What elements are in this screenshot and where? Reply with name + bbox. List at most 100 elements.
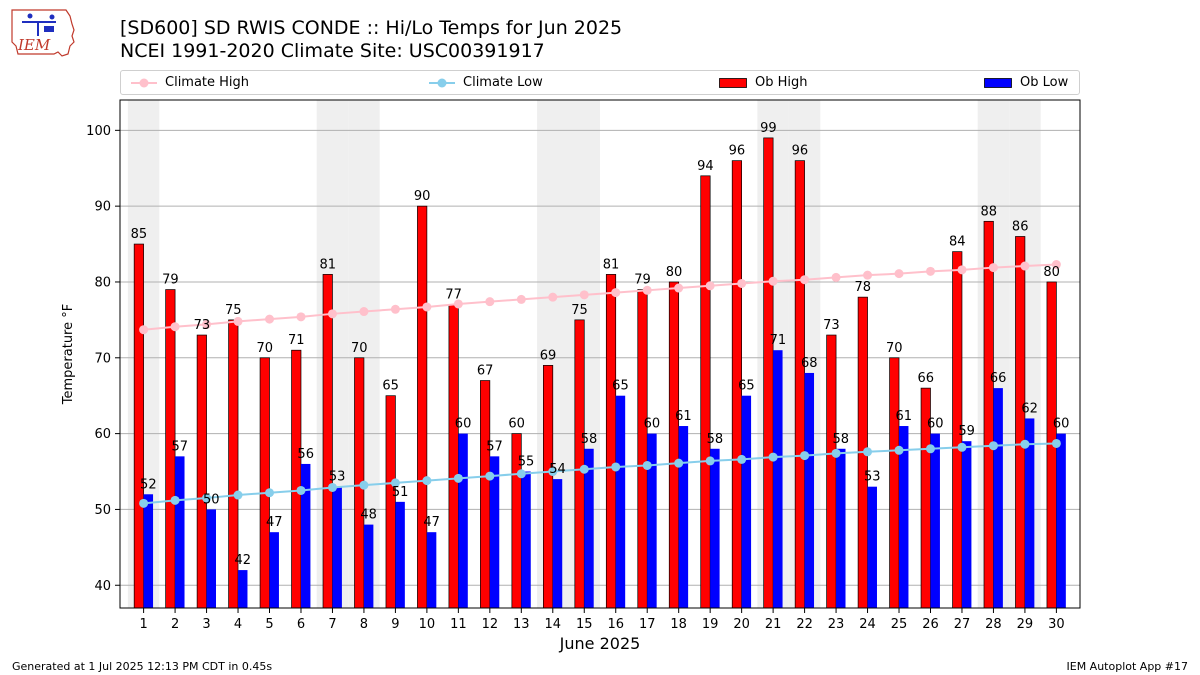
point-climate-high bbox=[831, 272, 841, 282]
line-climate-high bbox=[143, 263, 1057, 331]
logo-text: IEM bbox=[17, 36, 51, 54]
label-ob-low: 53 bbox=[864, 470, 881, 485]
label-ob-low: 50 bbox=[203, 492, 220, 507]
point-climate-low bbox=[202, 493, 212, 503]
plot-frame bbox=[119, 99, 1081, 609]
point-climate-low bbox=[768, 452, 778, 462]
x-tick-label: 11 bbox=[450, 617, 467, 632]
point-climate-low bbox=[390, 478, 400, 488]
point-climate-high bbox=[390, 304, 400, 314]
label-ob-high: 71 bbox=[288, 333, 305, 348]
label-ob-high: 96 bbox=[729, 144, 746, 159]
legend-label-climate-low: Climate Low bbox=[463, 75, 543, 90]
point-climate-high bbox=[957, 265, 967, 275]
point-climate-high bbox=[674, 283, 684, 293]
label-ob-high: 85 bbox=[131, 227, 148, 242]
bar-ob-high bbox=[417, 205, 428, 609]
label-ob-high: 66 bbox=[917, 371, 934, 386]
bar-ob-low bbox=[175, 456, 185, 608]
label-ob-high: 78 bbox=[855, 280, 872, 295]
y-tick-label: 50 bbox=[94, 503, 111, 518]
footer-app-text: IEM Autoplot App #17 bbox=[1066, 660, 1189, 673]
label-ob-high: 69 bbox=[540, 348, 557, 363]
bar-ob-low bbox=[710, 448, 720, 608]
line-climate-low bbox=[143, 442, 1057, 505]
label-ob-low: 65 bbox=[612, 379, 629, 394]
label-ob-high: 80 bbox=[1043, 265, 1060, 280]
label-ob-low: 55 bbox=[518, 455, 535, 470]
label-ob-high: 81 bbox=[603, 257, 620, 272]
bar-ob-high bbox=[448, 304, 459, 609]
label-ob-low: 42 bbox=[234, 553, 251, 568]
bar-ob-high bbox=[983, 220, 994, 609]
label-ob-low: 61 bbox=[895, 409, 912, 424]
bar-ob-high bbox=[1015, 236, 1026, 609]
x-tick-label: 16 bbox=[607, 617, 624, 632]
point-climate-low bbox=[233, 490, 243, 500]
bar-ob-low bbox=[269, 532, 279, 608]
label-ob-high: 70 bbox=[886, 341, 903, 356]
label-ob-high: 88 bbox=[980, 204, 997, 219]
label-ob-high: 81 bbox=[319, 257, 336, 272]
bar-ob-high bbox=[133, 243, 144, 609]
label-ob-low: 47 bbox=[266, 515, 283, 530]
bar-ob-high bbox=[637, 289, 648, 609]
x-tick-label: 27 bbox=[954, 617, 971, 632]
point-climate-low bbox=[1020, 439, 1030, 449]
bar-ob-low bbox=[741, 395, 752, 608]
label-ob-low: 58 bbox=[581, 432, 598, 447]
point-climate-high bbox=[516, 294, 526, 304]
bar-ob-high bbox=[291, 349, 302, 609]
x-axis-label: June 2025 bbox=[559, 634, 641, 653]
label-ob-low: 57 bbox=[486, 439, 503, 454]
label-ob-low: 60 bbox=[1053, 417, 1070, 432]
x-tick-label: 21 bbox=[765, 617, 782, 632]
y-tick-label: 60 bbox=[94, 427, 111, 442]
bar-ob-low bbox=[1024, 418, 1035, 608]
point-climate-high bbox=[894, 269, 904, 279]
label-ob-high: 80 bbox=[666, 265, 683, 280]
point-climate-high bbox=[1051, 260, 1061, 270]
label-ob-high: 84 bbox=[949, 235, 966, 250]
label-ob-high: 90 bbox=[414, 189, 431, 204]
label-ob-low: 48 bbox=[360, 508, 377, 523]
point-climate-high bbox=[233, 316, 243, 326]
label-ob-low: 68 bbox=[801, 356, 818, 371]
x-tick-label: 10 bbox=[419, 617, 436, 632]
label-ob-low: 51 bbox=[392, 485, 409, 500]
x-tick-label: 17 bbox=[639, 617, 656, 632]
label-ob-high: 73 bbox=[823, 318, 840, 333]
label-ob-low: 62 bbox=[1021, 401, 1038, 416]
x-tick-label: 7 bbox=[328, 617, 336, 632]
label-ob-low: 71 bbox=[770, 333, 787, 348]
label-ob-high: 99 bbox=[760, 121, 777, 136]
point-climate-low bbox=[296, 485, 306, 495]
point-climate-low bbox=[265, 488, 275, 498]
x-tick-label: 19 bbox=[702, 617, 719, 632]
point-climate-high bbox=[863, 270, 873, 280]
bar-ob-low bbox=[206, 509, 216, 608]
x-tick-label: 6 bbox=[297, 617, 305, 632]
footer-generated-text: Generated at 1 Jul 2025 12:13 PM CDT in … bbox=[12, 660, 273, 673]
bar-ob-low bbox=[804, 372, 815, 608]
label-ob-low: 60 bbox=[644, 417, 661, 432]
bar-ob-low bbox=[238, 570, 248, 608]
y-axis-label: Temperature °F bbox=[61, 304, 76, 405]
label-ob-high: 67 bbox=[477, 364, 494, 379]
point-climate-high bbox=[611, 288, 621, 298]
point-climate-low bbox=[642, 460, 652, 470]
x-tick-label: 5 bbox=[265, 617, 273, 632]
point-climate-low bbox=[485, 471, 495, 481]
bar-ob-low bbox=[899, 426, 909, 608]
x-tick-label: 24 bbox=[859, 617, 876, 632]
label-ob-high: 60 bbox=[508, 417, 525, 432]
point-climate-low bbox=[139, 498, 149, 508]
bar-ob-high bbox=[480, 380, 491, 609]
point-climate-high bbox=[925, 266, 935, 276]
legend-swatch-ob-high bbox=[719, 77, 747, 88]
legend-swatch-climate-low bbox=[429, 78, 455, 87]
chart-subtitle: NCEI 1991-2020 Climate Site: USC00391917 bbox=[120, 40, 545, 62]
label-ob-high: 86 bbox=[1012, 219, 1029, 234]
x-tick-label: 20 bbox=[733, 617, 750, 632]
point-climate-high bbox=[988, 263, 998, 273]
